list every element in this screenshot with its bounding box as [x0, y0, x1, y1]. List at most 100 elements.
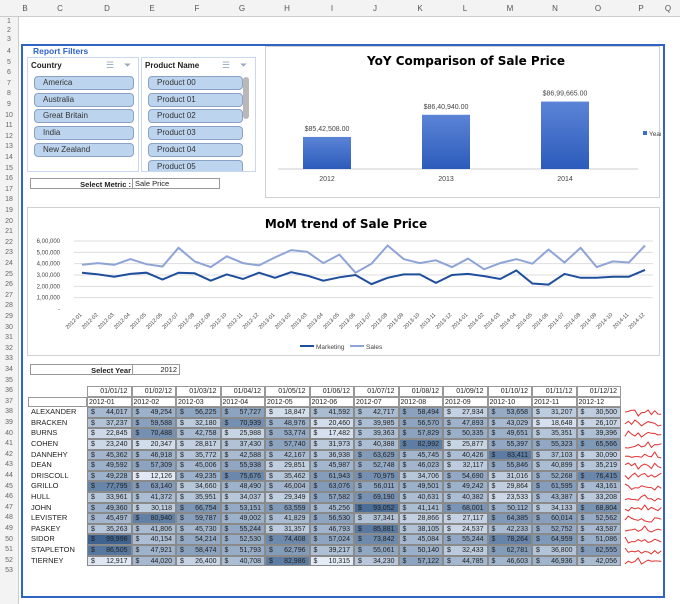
value-cell[interactable]: $50,140 [398, 545, 443, 556]
bar-2012[interactable] [303, 136, 351, 169]
slicer-item[interactable]: Product 00 [148, 76, 243, 90]
slicer-item[interactable]: New Zealand [34, 142, 134, 157]
row-header[interactable]: 28 [5, 302, 13, 310]
value-cell[interactable]: $45,362 [87, 449, 132, 461]
row-header[interactable]: 5 [7, 58, 11, 66]
value-cell[interactable]: $38,105 [398, 523, 443, 535]
row-header[interactable]: 31 [5, 334, 13, 342]
row-header[interactable]: 36 [5, 387, 13, 395]
slicer-item[interactable]: Product 04 [148, 142, 243, 157]
value-cell[interactable]: $34,133 [532, 502, 577, 514]
value-cell[interactable]: $29,851 [265, 460, 310, 471]
column-header-M[interactable]: M [506, 4, 514, 13]
row-header[interactable]: 15 [5, 164, 13, 172]
value-cell[interactable]: $46,918 [131, 449, 176, 461]
value-cell[interactable]: $18,847 [265, 407, 310, 418]
row-header[interactable]: 13 [5, 143, 13, 151]
row-header[interactable]: 29 [5, 313, 13, 320]
value-cell[interactable]: $40,631 [398, 492, 443, 503]
value-cell[interactable]: $42,056 [576, 555, 621, 567]
column-header-D[interactable]: D [104, 4, 110, 13]
value-cell[interactable]: $51,086 [576, 534, 621, 545]
row-header[interactable]: 17 [5, 185, 13, 193]
column-header-L[interactable]: L [462, 4, 468, 13]
value-cell[interactable]: $70,975 [354, 470, 399, 482]
column-header-O[interactable]: O [594, 4, 602, 13]
row-header[interactable]: 3 [7, 36, 11, 43]
value-cell[interactable]: $30,090 [576, 449, 621, 461]
value-cell[interactable]: $41,592 [309, 407, 354, 418]
value-cell[interactable]: $57,829 [398, 428, 443, 439]
column-header-H[interactable]: H [284, 4, 290, 13]
series-sales-line[interactable] [81, 244, 646, 274]
value-cell[interactable]: $31,207 [532, 407, 577, 418]
value-cell[interactable]: $40,388 [354, 439, 399, 450]
value-cell[interactable]: $40,426 [443, 449, 488, 461]
value-cell[interactable]: $70,939 [220, 417, 265, 429]
value-cell[interactable]: $45,730 [176, 523, 221, 535]
value-cell[interactable]: $42,167 [265, 449, 310, 461]
value-cell[interactable]: $54,690 [443, 470, 488, 482]
slicer-item[interactable]: India [34, 126, 134, 141]
row-header[interactable]: 18 [5, 196, 13, 204]
value-cell[interactable]: $32,117 [443, 460, 488, 471]
value-cell[interactable]: $43,161 [576, 481, 621, 492]
value-cell[interactable]: $83,411 [487, 449, 532, 461]
value-cell[interactable]: $62,555 [576, 545, 621, 556]
column-header-N[interactable]: N [552, 4, 558, 13]
value-cell[interactable]: $40,154 [131, 534, 176, 545]
value-cell[interactable]: $36,938 [309, 449, 354, 461]
row-header[interactable]: 26 [5, 281, 13, 289]
value-cell[interactable]: $39,396 [576, 428, 621, 439]
value-cell[interactable]: $49,228 [87, 470, 132, 482]
value-cell[interactable]: $52,268 [532, 470, 577, 482]
value-cell[interactable]: $57,582 [309, 492, 354, 503]
value-cell[interactable]: $42,233 [487, 523, 532, 535]
row-header[interactable]: 2 [7, 27, 11, 34]
value-cell[interactable]: $61,595 [532, 481, 577, 492]
row-header[interactable]: 35 [5, 376, 13, 384]
legend-sales[interactable]: Sales [366, 344, 383, 351]
value-cell[interactable]: $77,795 [87, 481, 132, 492]
row-header[interactable]: 30 [5, 323, 13, 331]
value-cell[interactable]: $12,917 [87, 555, 132, 567]
slicer-item[interactable]: Product 05 [148, 159, 243, 171]
value-cell[interactable]: $46,004 [265, 481, 310, 492]
value-cell[interactable]: $46,793 [309, 523, 354, 535]
value-cell[interactable]: $57,122 [398, 555, 443, 567]
value-cell[interactable]: $40,899 [532, 460, 577, 471]
value-cell[interactable]: $35,351 [532, 428, 577, 439]
value-cell[interactable]: $49,002 [220, 513, 265, 524]
value-cell[interactable]: $43,029 [487, 417, 532, 429]
value-cell[interactable]: $63,559 [265, 502, 310, 514]
value-cell[interactable]: $45,745 [398, 449, 443, 461]
value-cell[interactable]: $76,415 [576, 470, 621, 482]
value-cell[interactable]: $34,706 [398, 470, 443, 482]
value-cell[interactable]: $37,237 [87, 417, 132, 429]
value-cell[interactable]: $68,804 [576, 502, 621, 514]
value-cell[interactable]: $45,084 [398, 534, 443, 545]
value-cell[interactable]: $29,864 [487, 481, 532, 492]
value-cell[interactable]: $32,433 [443, 545, 488, 556]
value-cell[interactable]: $55,061 [354, 545, 399, 556]
slicer-item[interactable]: America [34, 76, 134, 90]
column-header-F[interactable]: F [194, 4, 200, 13]
value-cell[interactable]: $82,992 [398, 439, 443, 450]
value-cell[interactable]: $49,651 [487, 428, 532, 439]
multi-select-icon[interactable]: ☰ [106, 60, 115, 70]
value-cell[interactable]: $40,708 [220, 555, 265, 567]
value-cell[interactable]: $55,846 [487, 460, 532, 471]
value-cell[interactable]: $39,363 [354, 428, 399, 439]
row-header[interactable]: 14 [5, 154, 13, 161]
column-header-P[interactable]: P [638, 4, 644, 13]
value-cell[interactable]: $57,740 [265, 439, 310, 450]
row-header[interactable]: 45 [5, 482, 13, 490]
row-header[interactable]: 49 [5, 525, 13, 532]
value-cell[interactable]: $34,230 [354, 555, 399, 567]
value-cell[interactable]: $52,752 [532, 523, 577, 535]
value-cell[interactable]: $49,235 [176, 470, 221, 482]
value-cell[interactable]: $39,217 [309, 545, 354, 556]
bar-2013[interactable] [422, 114, 470, 169]
value-cell[interactable]: $29,349 [265, 492, 310, 503]
value-cell[interactable]: $69,190 [354, 492, 399, 503]
